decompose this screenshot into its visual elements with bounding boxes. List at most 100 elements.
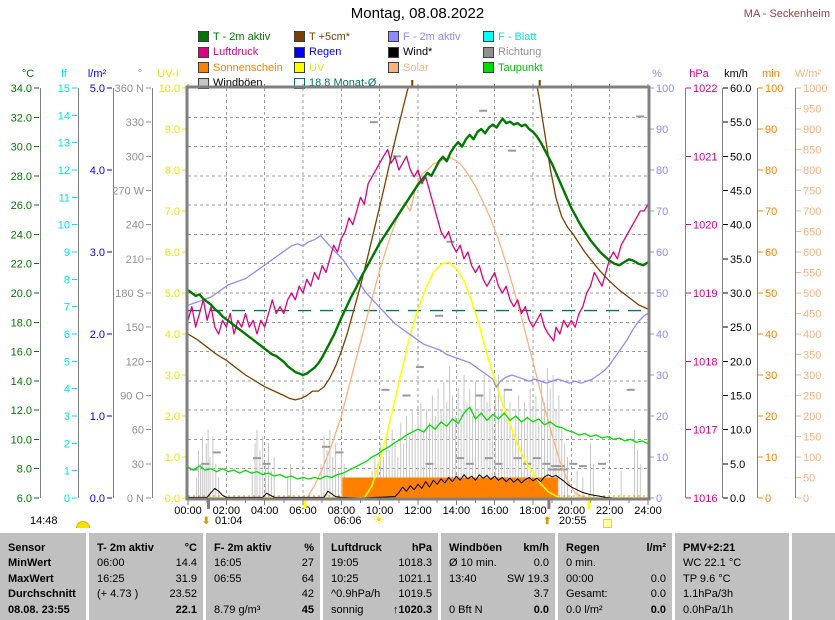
svg-text:400: 400 — [803, 329, 821, 341]
legend-item-t-5cm-: T +5cm* — [294, 29, 388, 45]
svg-text:0 N: 0 N — [127, 493, 144, 505]
svg-text:180 S: 180 S — [115, 288, 144, 300]
svg-text:650: 650 — [803, 227, 821, 239]
svg-text:06:00: 06:00 — [289, 505, 317, 517]
svg-text:10: 10 — [58, 220, 70, 232]
svg-text:1018: 1018 — [693, 356, 717, 368]
table-cell: 19:05 — [331, 557, 359, 570]
table-row: 16:25 31.9 — [89, 572, 203, 587]
svg-text:270 W: 270 W — [112, 186, 144, 198]
svg-text:1019: 1019 — [693, 288, 717, 300]
table-row: Gesamt: 0.0 — [558, 587, 672, 602]
table-row: MinWert — [0, 556, 86, 571]
table-cell: Ø 10 min. — [449, 557, 497, 570]
table-row: MaxWert — [0, 572, 86, 587]
table-row: 00:00 0.0 — [558, 572, 672, 587]
svg-text:500: 500 — [803, 288, 821, 300]
svg-text:3.0: 3.0 — [165, 370, 180, 382]
weather-chart: 34.032.030.028.026.024.022.020.018.016.0… — [11, 68, 828, 517]
svg-text:15.0: 15.0 — [730, 391, 751, 403]
svg-text:4: 4 — [64, 384, 70, 396]
table-cell: l/m² — [646, 542, 666, 554]
svg-text:UV-I: UV-I — [157, 68, 178, 80]
svg-text:lf: lf — [61, 68, 67, 80]
table-cell: 08.08. 23:55 — [8, 603, 70, 616]
legend-item-uv: UV — [294, 60, 388, 76]
svg-text:50: 50 — [765, 288, 777, 300]
table-column-luftdruck: Luftdruck hPa 19:05 1018.3 10:25 1021.1 ^0.9hP… — [323, 533, 438, 620]
table-cell: SW 19.3 — [506, 572, 549, 585]
svg-text:12: 12 — [58, 165, 70, 177]
legend-label: F - 2m aktiv — [403, 30, 461, 43]
table-cell: Durchschnitt — [8, 588, 76, 601]
svg-text:10.0: 10.0 — [11, 434, 32, 446]
table-cell: 0.0 — [533, 603, 549, 616]
table-cell: TP 9.6 °C — [683, 572, 731, 585]
svg-text:70: 70 — [765, 206, 777, 218]
svg-text:10: 10 — [765, 452, 777, 464]
table-row: Durchschnitt — [0, 587, 86, 602]
svg-text:18.0: 18.0 — [11, 317, 32, 329]
svg-text:0.0: 0.0 — [90, 493, 105, 505]
svg-text:6.0: 6.0 — [165, 247, 180, 259]
svg-text:60: 60 — [765, 247, 777, 259]
svg-text:5.0: 5.0 — [90, 83, 105, 95]
svg-text:24:00: 24:00 — [634, 505, 662, 517]
svg-text:40: 40 — [765, 329, 777, 341]
svg-text:W/m²: W/m² — [795, 68, 822, 80]
svg-text:50.0: 50.0 — [730, 151, 751, 163]
table-cell: 06:55 — [214, 572, 242, 585]
svg-text:14:00: 14:00 — [443, 505, 471, 517]
svg-text:4.0: 4.0 — [90, 165, 105, 177]
legend-label: Wind* — [403, 46, 433, 59]
legend-swatch-icon — [388, 46, 399, 58]
legend-label: F - Blatt — [498, 30, 537, 43]
legend-swatch-icon — [483, 46, 494, 58]
table-row: 06:00 14.4 — [89, 556, 203, 571]
table-cell: 45 — [301, 603, 314, 616]
svg-text:100: 100 — [803, 452, 821, 464]
svg-text:10.0: 10.0 — [159, 83, 180, 95]
series-sonnenschein — [342, 477, 558, 498]
legend-item-wind-: Wind* — [388, 45, 483, 61]
svg-text:°C: °C — [22, 68, 34, 80]
legend-swatch-icon — [483, 62, 494, 74]
table-cell: 0.0 l/m² — [566, 603, 603, 616]
table-cell: 00:00 — [566, 572, 594, 585]
svg-text:km/h: km/h — [724, 68, 748, 80]
table-cell: T- 2m aktiv — [97, 542, 154, 554]
svg-text:60: 60 — [656, 247, 668, 259]
table-cell: sonnig — [331, 603, 364, 616]
series-wind — [188, 474, 648, 498]
table-row: 13:40 SW 19.3 — [441, 572, 555, 587]
table-row: WC 22.1 °C — [675, 556, 789, 571]
table-column-sensor: Sensor MinWert MaxWert Durchschnitt 08.08. 2… — [0, 533, 86, 620]
legend-item-taupunkt: Taupunkt — [483, 60, 543, 76]
svg-text:8.0: 8.0 — [17, 464, 32, 476]
svg-text:32.0: 32.0 — [11, 112, 32, 124]
svg-text:22:00: 22:00 — [596, 505, 624, 517]
moonrise-icon: ⬆ — [543, 516, 552, 527]
table-cell: 64 — [301, 572, 314, 585]
sunrise-icon: ☀ — [373, 512, 385, 527]
svg-text:60.0: 60.0 — [730, 83, 751, 95]
svg-text:450: 450 — [803, 309, 821, 321]
chart-series — [188, 88, 648, 498]
svg-text:13: 13 — [58, 138, 70, 150]
table-row: (+ 4.73 ) 23.52 — [89, 587, 203, 602]
svg-text:90: 90 — [656, 124, 668, 136]
svg-text:12.0: 12.0 — [11, 405, 32, 417]
svg-text:l/m²: l/m² — [88, 68, 107, 80]
series-uv — [188, 261, 648, 498]
legend-swatch-icon — [483, 31, 494, 43]
svg-text:5.0: 5.0 — [165, 288, 180, 300]
svg-text:0.0: 0.0 — [730, 493, 745, 505]
table-row: 0 Bft N 0.0 — [441, 603, 555, 618]
series-t-2m — [188, 117, 648, 377]
table-cell: 1018.3 — [398, 557, 432, 570]
table-cell: 14.4 — [175, 557, 197, 570]
table-row: 1.1hPa/3h — [675, 587, 789, 602]
table-cell: ↑1020.3 — [392, 603, 432, 616]
